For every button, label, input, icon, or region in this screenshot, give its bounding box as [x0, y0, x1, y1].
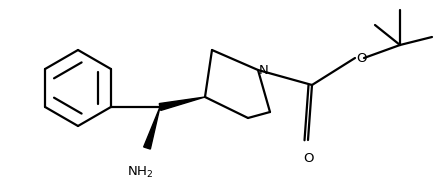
Polygon shape — [144, 107, 160, 149]
Polygon shape — [159, 97, 205, 110]
Text: NH$_2$: NH$_2$ — [127, 165, 153, 180]
Text: O: O — [303, 152, 313, 165]
Text: O: O — [356, 51, 366, 64]
Text: N: N — [259, 64, 269, 77]
